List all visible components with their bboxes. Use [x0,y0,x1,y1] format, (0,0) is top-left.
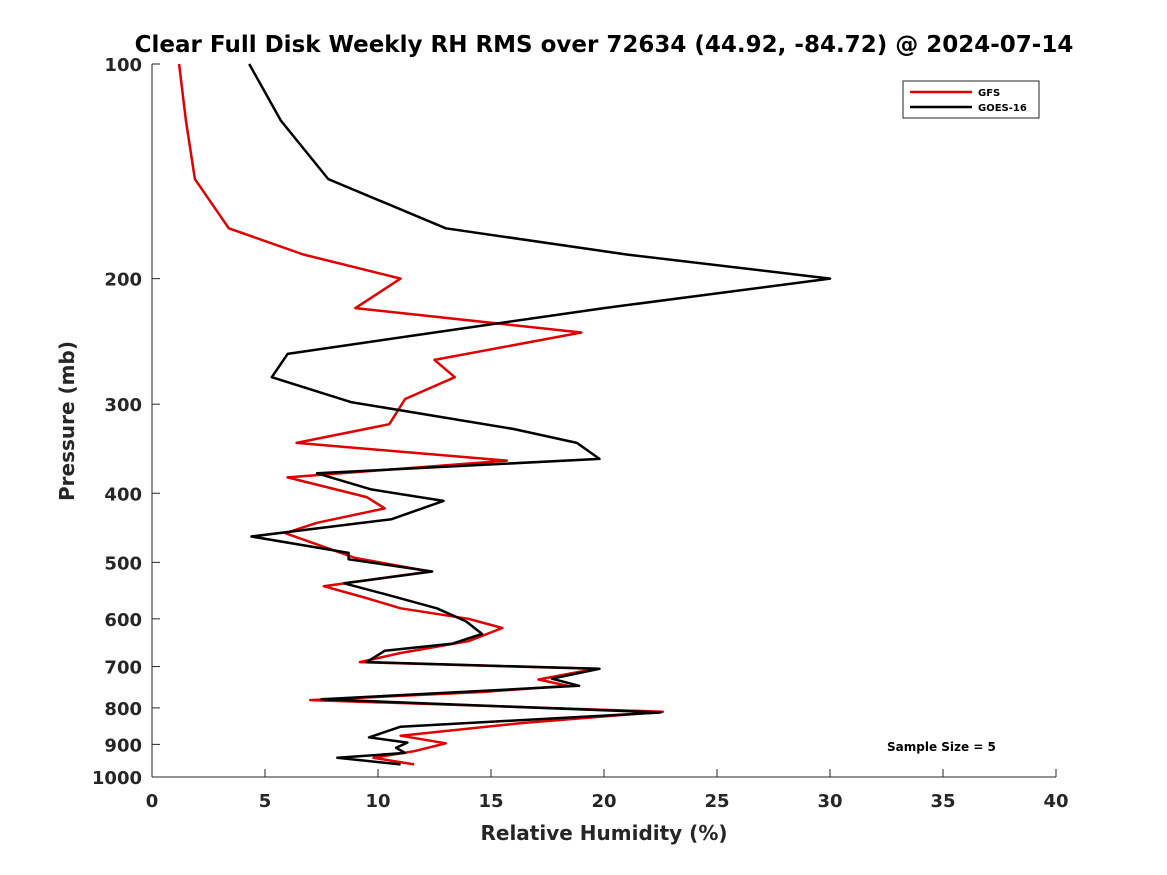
y-tick-label: 800 [104,699,142,720]
y-tick-label: 1000 [92,768,142,789]
x-axis-ticks: 0 5 10 15 20 25 30 35 40 [146,769,1069,812]
x-tick-label: 10 [365,791,390,812]
x-tick-label: 0 [146,791,159,812]
legend-label-goes-16: GOES-16 [978,103,1027,114]
chart-title: Clear Full Disk Weekly RH RMS over 72634… [135,32,1074,58]
x-tick-label: 40 [1043,791,1068,812]
y-tick-label: 700 [104,658,142,679]
y-tick-label: 500 [104,553,142,574]
series-layer [177,63,832,766]
sample-size-annotation: Sample Size = 5 [887,740,996,754]
legend-box [902,80,1040,119]
x-tick-label: 30 [817,791,842,812]
x-tick-label: 35 [930,791,955,812]
x-tick-label: 5 [259,791,272,812]
y-tick-label: 100 [104,55,142,76]
legend: GFS GOES-16 [902,80,1040,119]
legend-label-gfs: GFS [978,88,1000,99]
y-tick-label: 600 [104,610,142,631]
x-axis-label: Relative Humidity (%) [480,821,727,845]
x-tick-label: 20 [591,791,616,812]
x-tick-label: 25 [704,791,729,812]
x-tick-label: 15 [478,791,503,812]
y-tick-label: 400 [104,484,142,505]
y-tick-label: 300 [104,395,142,416]
y-axis-ticks: 100 200 300 400 500 600 700 800 900 1000 [92,55,160,789]
series-line-goes-16 [248,63,832,766]
y-tick-label: 900 [104,735,142,756]
y-axis-label: Pressure (mb) [55,341,79,501]
y-tick-label: 200 [104,270,142,291]
